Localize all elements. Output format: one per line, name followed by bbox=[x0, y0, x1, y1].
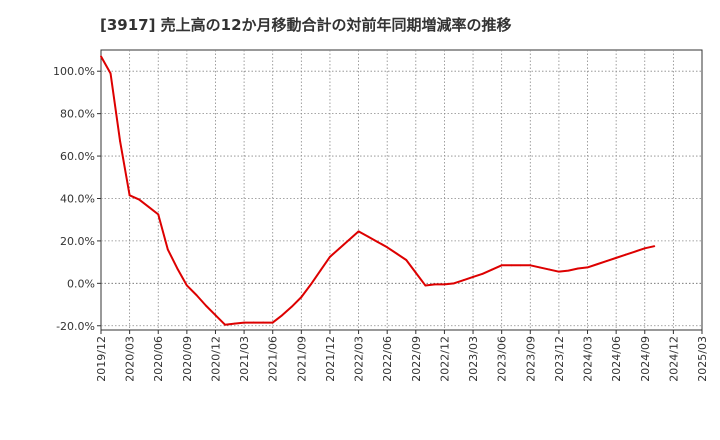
x-tick-label: 2020/09 bbox=[181, 336, 194, 382]
data-point bbox=[252, 321, 255, 324]
data-point bbox=[643, 247, 646, 250]
data-point bbox=[481, 272, 484, 275]
data-point bbox=[443, 283, 446, 286]
data-point bbox=[653, 245, 656, 248]
data-point bbox=[195, 294, 198, 296]
data-point bbox=[405, 259, 408, 261]
x-tick-label: 2019/12 bbox=[95, 336, 108, 382]
data-point bbox=[109, 72, 112, 75]
data-point bbox=[329, 255, 331, 258]
data-point bbox=[300, 296, 303, 299]
y-tick-label: -20.0% bbox=[56, 320, 95, 333]
data-point bbox=[624, 253, 627, 256]
data-point bbox=[262, 321, 265, 324]
data-point bbox=[319, 269, 322, 272]
data-point bbox=[243, 321, 245, 324]
data-point bbox=[281, 314, 284, 317]
data-point bbox=[128, 194, 131, 197]
data-point bbox=[462, 279, 465, 282]
y-tick-label: 100.0% bbox=[53, 65, 95, 78]
x-tick-label: 2022/03 bbox=[353, 336, 366, 382]
data-point bbox=[538, 266, 541, 269]
data-point bbox=[138, 198, 141, 201]
data-point bbox=[176, 267, 179, 270]
data-point bbox=[529, 264, 532, 267]
data-point bbox=[472, 276, 474, 278]
data-point bbox=[309, 283, 312, 286]
x-tick-label: 2021/03 bbox=[238, 336, 251, 382]
y-tick-label: 60.0% bbox=[60, 150, 95, 163]
x-tick-label: 2021/12 bbox=[324, 336, 337, 382]
data-point bbox=[548, 268, 551, 271]
data-point bbox=[147, 206, 150, 208]
y-tick-label: 40.0% bbox=[60, 192, 95, 205]
x-tick-label: 2023/03 bbox=[467, 336, 480, 382]
data-point bbox=[348, 238, 350, 241]
data-point bbox=[338, 247, 341, 250]
x-tick-label: 2024/03 bbox=[582, 336, 595, 382]
x-tick-label: 2020/06 bbox=[152, 336, 165, 382]
data-point bbox=[214, 314, 217, 317]
data-point bbox=[605, 260, 608, 262]
data-point bbox=[424, 284, 427, 287]
data-point bbox=[224, 323, 226, 326]
y-tick-label: 0.0% bbox=[67, 277, 95, 290]
data-point bbox=[453, 282, 455, 285]
x-tick-label: 2023/12 bbox=[553, 336, 566, 382]
data-point bbox=[119, 140, 121, 143]
x-tick-label: 2022/06 bbox=[381, 336, 394, 382]
data-point bbox=[233, 322, 236, 325]
data-point bbox=[205, 304, 207, 307]
data-point bbox=[157, 213, 160, 216]
x-tick-label: 2022/12 bbox=[438, 336, 451, 382]
data-point bbox=[586, 266, 589, 269]
x-tick-label: 2023/09 bbox=[524, 336, 537, 382]
data-point bbox=[100, 55, 102, 58]
data-point bbox=[596, 263, 598, 266]
data-point bbox=[491, 268, 494, 271]
chart-title: [3917] 売上高の12か月移動合計の対前年同期増減率の推移 bbox=[100, 16, 512, 34]
data-point bbox=[615, 256, 618, 259]
data-point bbox=[634, 250, 637, 253]
y-tick-label: 80.0% bbox=[60, 108, 95, 121]
x-tick-label: 2021/09 bbox=[295, 336, 308, 382]
data-point bbox=[567, 269, 570, 272]
data-point bbox=[395, 252, 398, 255]
data-point bbox=[519, 264, 522, 267]
data-point bbox=[367, 235, 370, 238]
x-tick-label: 2024/06 bbox=[610, 336, 623, 382]
data-point bbox=[386, 246, 389, 249]
x-tick-label: 2023/06 bbox=[496, 336, 509, 382]
data-point bbox=[558, 270, 560, 273]
x-tick-label: 2020/12 bbox=[209, 336, 222, 382]
x-tick-label: 2021/06 bbox=[267, 336, 280, 382]
data-point bbox=[500, 264, 503, 267]
x-tick-label: 2025/03 bbox=[696, 336, 709, 382]
data-point bbox=[185, 284, 188, 287]
data-point bbox=[414, 271, 417, 274]
y-tick-label: 20.0% bbox=[60, 235, 95, 248]
x-tick-label: 2024/12 bbox=[667, 336, 680, 382]
data-point bbox=[271, 321, 274, 324]
x-tick-label: 2022/09 bbox=[410, 336, 423, 382]
data-point bbox=[166, 248, 169, 251]
data-point bbox=[577, 267, 579, 270]
data-point bbox=[357, 230, 360, 233]
data-point bbox=[510, 264, 513, 267]
plot-frame bbox=[100, 49, 703, 331]
data-point bbox=[433, 283, 436, 286]
x-tick-label: 2020/03 bbox=[124, 336, 137, 382]
data-point bbox=[290, 305, 293, 308]
x-tick-label: 2024/09 bbox=[639, 336, 652, 382]
data-point bbox=[376, 241, 379, 243]
